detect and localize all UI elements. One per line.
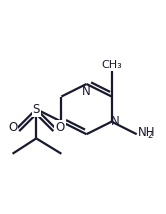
Text: CH₃: CH₃: [101, 60, 122, 70]
Text: 2: 2: [147, 131, 152, 140]
Text: O: O: [55, 121, 65, 134]
Text: O: O: [8, 121, 17, 134]
Text: N: N: [82, 85, 91, 98]
Text: NH: NH: [138, 126, 156, 139]
Text: N: N: [111, 115, 120, 128]
Text: S: S: [33, 103, 40, 116]
